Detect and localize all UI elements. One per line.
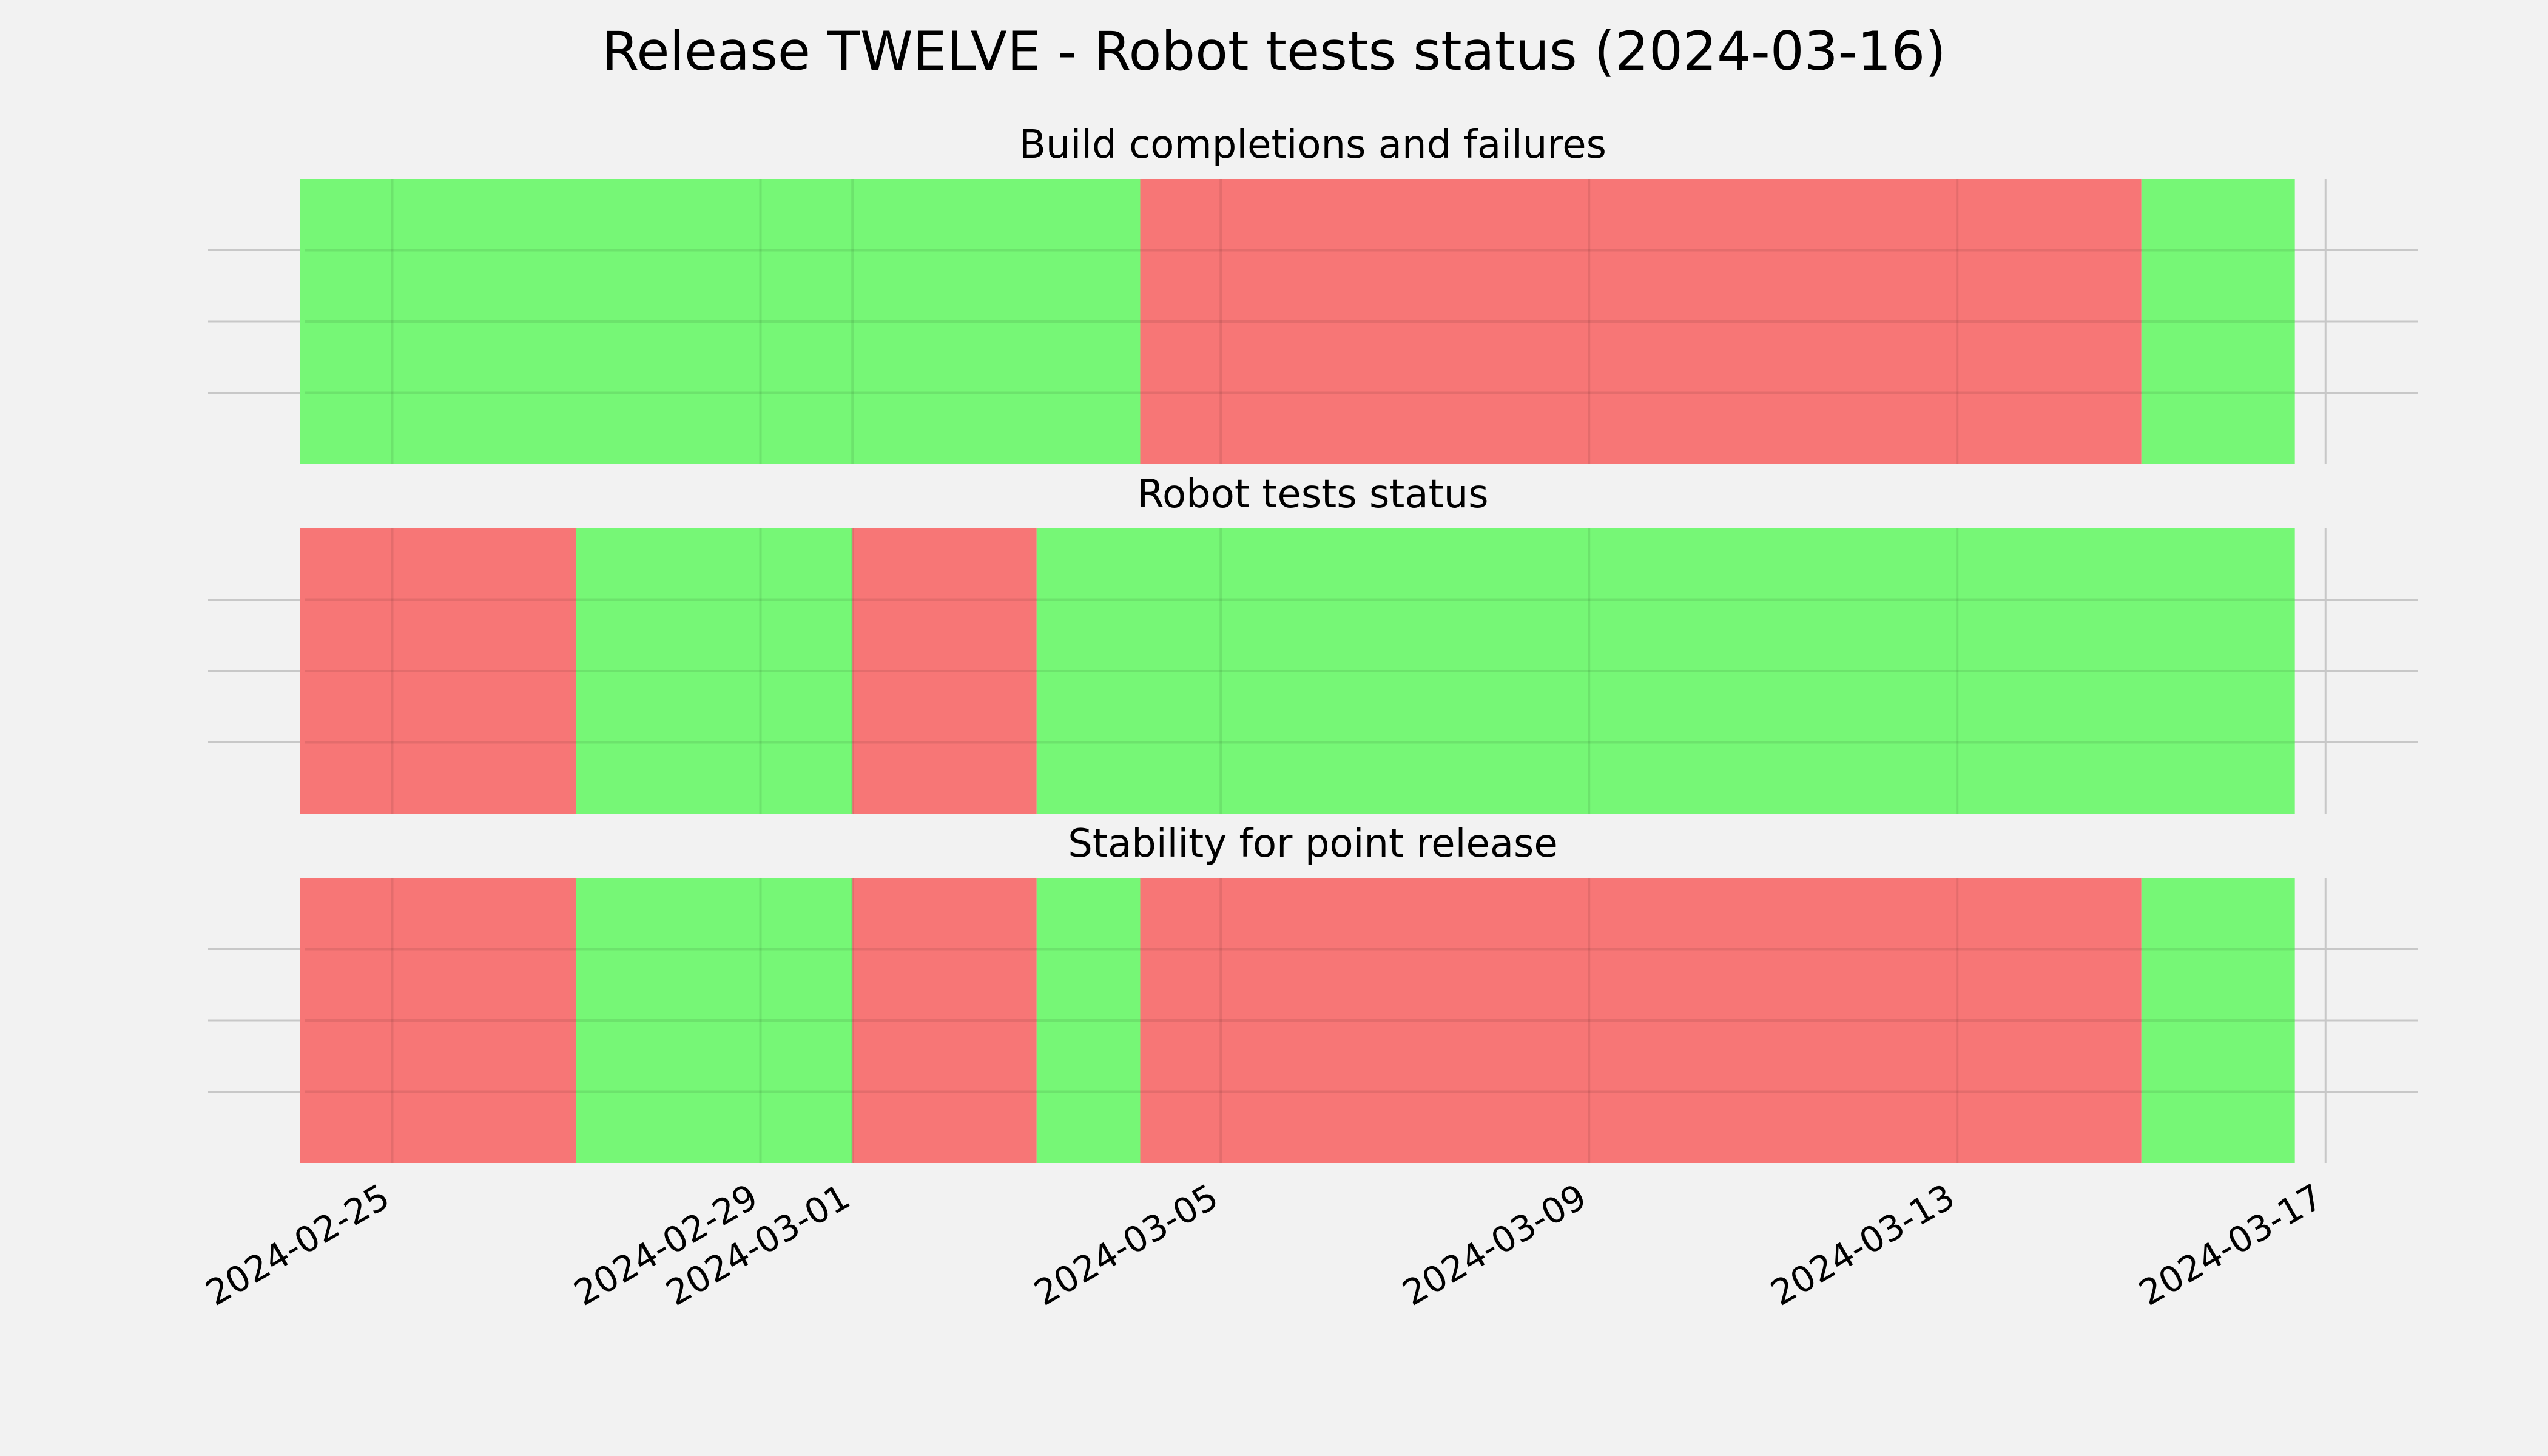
status-segment-pass	[2141, 179, 2295, 464]
status-segment-fail	[1140, 878, 2142, 1163]
status-segment-pass	[1036, 528, 2295, 814]
status-segment-pass	[1036, 878, 1141, 1163]
panel-3: Stability for point release	[208, 821, 2418, 1163]
status-segment-fail	[300, 528, 576, 814]
status-segment-fail	[300, 878, 576, 1163]
panel-title: Build completions and failures	[1019, 123, 1606, 167]
x-tick-label: 2024-03-05	[1027, 1176, 1225, 1313]
panel-title: Stability for point release	[1068, 821, 1558, 866]
panel-2: Robot tests status	[208, 472, 2418, 814]
status-segment-pass	[300, 179, 1141, 464]
status-segment-fail	[1140, 179, 2142, 464]
chart-title: Release TWELVE - Robot tests status (202…	[602, 20, 1946, 83]
status-segment-pass	[2141, 878, 2295, 1163]
x-tick-label: 2024-03-09	[1395, 1176, 1593, 1313]
status-segment-pass	[576, 528, 853, 814]
panel-title: Robot tests status	[1137, 472, 1488, 517]
x-tick-label: 2024-02-25	[199, 1176, 397, 1313]
status-segment-fail	[852, 528, 1037, 814]
status-segment-pass	[576, 878, 853, 1163]
status-segment-fail	[852, 878, 1037, 1163]
x-tick-label: 2024-03-13	[1764, 1176, 1961, 1313]
x-tick-label: 2024-03-17	[2132, 1176, 2330, 1313]
panel-1: Build completions and failures	[208, 123, 2418, 464]
panels: Build completions and failures Robot test…	[208, 123, 2418, 1163]
